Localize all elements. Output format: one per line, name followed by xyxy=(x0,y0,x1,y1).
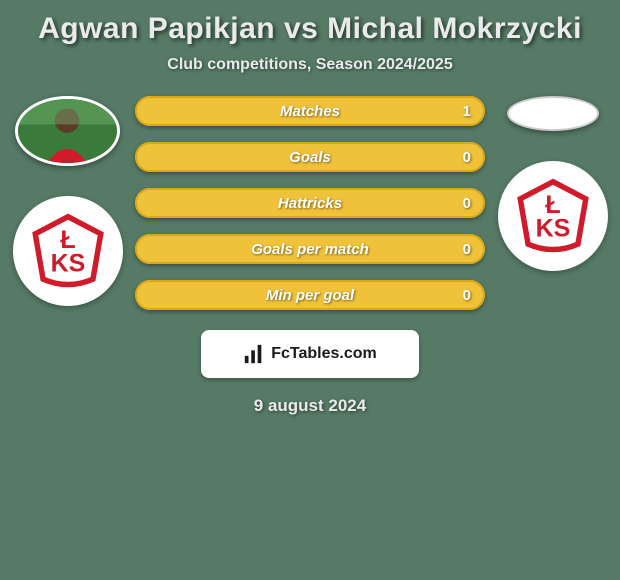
stat-row-goals-per-match: Goals per match 0 xyxy=(135,234,485,264)
stat-row-min-per-goal: Min per goal 0 xyxy=(135,280,485,310)
page-title: Agwan Papikjan vs Michal Mokrzycki xyxy=(10,12,610,46)
brand-box: FcTables.com xyxy=(201,330,419,378)
right-player-photo-placeholder xyxy=(507,96,599,131)
stat-label: Goals per match xyxy=(135,234,485,264)
right-club-badge: Ł KS xyxy=(498,161,608,271)
stat-label: Min per goal xyxy=(135,280,485,310)
svg-text:KS: KS xyxy=(535,214,570,242)
stat-row-matches: Matches 1 xyxy=(135,96,485,126)
left-player-column: Ł KS xyxy=(10,92,125,306)
stat-label: Matches xyxy=(135,96,485,126)
brand-text: FcTables.com xyxy=(271,345,377,363)
left-player-photo xyxy=(15,96,120,166)
svg-text:KS: KS xyxy=(50,249,85,277)
bar-chart-icon xyxy=(243,343,265,365)
left-club-badge: Ł KS xyxy=(13,196,123,306)
stat-bars: Matches 1 Goals 0 Hattricks 0 Goals per … xyxy=(135,92,485,310)
date-text: 9 august 2024 xyxy=(10,396,610,416)
comparison-card: Agwan Papikjan vs Michal Mokrzycki Club … xyxy=(0,0,620,580)
stat-row-hattricks: Hattricks 0 xyxy=(135,188,485,218)
stat-label: Goals xyxy=(135,142,485,172)
subtitle: Club competitions, Season 2024/2025 xyxy=(10,56,610,74)
comparison-body: Ł KS Matches 1 Goals 0 Hattrick xyxy=(10,92,610,310)
right-player-column: Ł KS xyxy=(495,92,610,271)
stat-row-goals: Goals 0 xyxy=(135,142,485,172)
stat-label: Hattricks xyxy=(135,188,485,218)
